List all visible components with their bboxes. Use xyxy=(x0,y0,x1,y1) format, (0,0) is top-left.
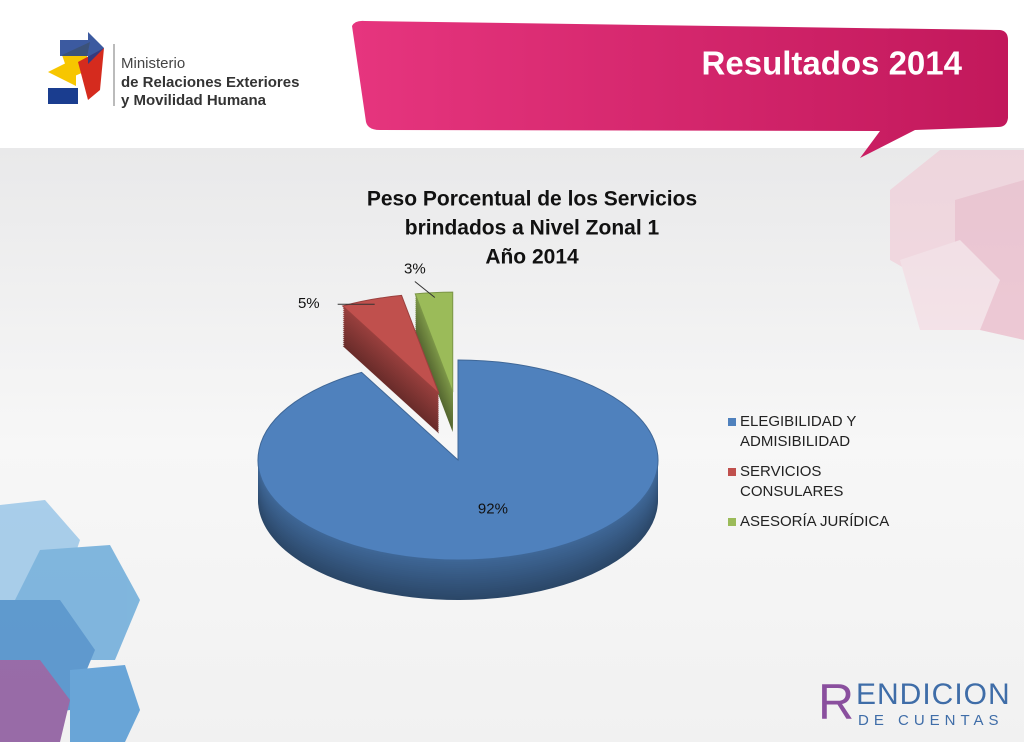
org-line-1: Ministerio xyxy=(121,55,185,72)
legend-label: ASESORÍA JURÍDICA xyxy=(740,513,890,530)
leader-line xyxy=(414,281,436,298)
legend-item: SERVICIOS CONSULARES xyxy=(728,462,900,502)
footer-logo-sub: DE CUENTAS xyxy=(858,712,1004,729)
legend-item: ASESORÍA JURÍDICA xyxy=(728,512,900,532)
chart-title-line: Peso Porcentual de los Servicios xyxy=(367,188,697,211)
org-line-3: y Movilidad Humana xyxy=(121,92,267,109)
decor-left xyxy=(0,500,140,742)
title-banner xyxy=(352,20,1008,158)
data-label: 5% xyxy=(298,295,320,312)
slice xyxy=(414,291,454,393)
chart-title-line: brindados a Nivel Zonal 1 xyxy=(405,217,660,240)
footer-logo-initial: R xyxy=(818,674,854,730)
chart-title-line: Año 2014 xyxy=(485,246,579,269)
slice xyxy=(341,294,440,395)
legend-swatch xyxy=(728,518,736,526)
data-label: 92% xyxy=(478,500,508,517)
legend-label: ELEGIBILIDAD Y ADMISIBILIDAD xyxy=(740,413,857,450)
legend-swatch xyxy=(728,468,736,476)
chart-title: Peso Porcentual de los Servicios brindado… xyxy=(367,188,697,269)
data-label: 3% xyxy=(404,261,426,278)
slice xyxy=(257,359,659,561)
legend-label: SERVICIOS CONSULARES xyxy=(740,463,844,500)
legend-item: ELEGIBILIDAD Y ADMISIBILIDAD xyxy=(728,412,900,452)
ministry-logo xyxy=(48,32,115,106)
org-line-2: de Relaciones Exteriores xyxy=(121,74,299,91)
pie: 92% 5% 3% xyxy=(257,261,659,600)
decor-right xyxy=(890,150,1024,340)
legend-swatch xyxy=(728,418,736,426)
slide-title: Resultados 2014 xyxy=(702,45,963,82)
footer-logo-word: ENDICION xyxy=(856,678,1011,711)
